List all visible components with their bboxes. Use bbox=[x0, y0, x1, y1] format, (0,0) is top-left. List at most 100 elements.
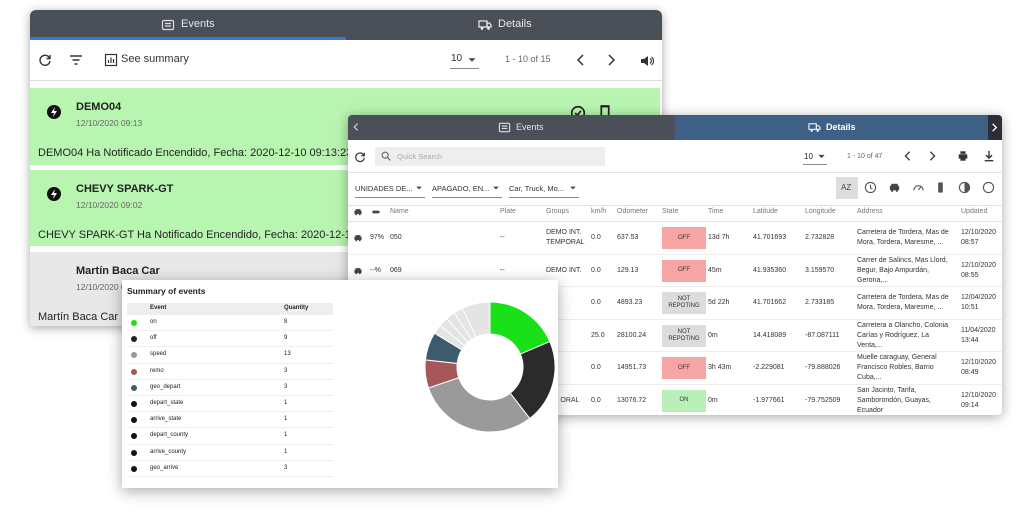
filter-dropdown[interactable]: Car, Truck, Mo... bbox=[509, 180, 579, 198]
ring-filter[interactable] bbox=[982, 181, 995, 194]
summary-icon-part bbox=[107, 57, 115, 63]
see-summary-button[interactable]: See summary bbox=[102, 51, 192, 69]
legend-dot bbox=[131, 401, 137, 407]
gauge-filter[interactable] bbox=[912, 181, 925, 194]
filter-dropdown[interactable]: UNIDADES DE... bbox=[355, 180, 425, 198]
table-row[interactable]: 97% 050 -- DEMO INT. TEMPORAL 0.0 637.53 OFF 13… bbox=[348, 222, 1002, 255]
event-title: Martín Baca Car bbox=[76, 265, 160, 277]
table-header bbox=[127, 303, 333, 315]
print-button[interactable] bbox=[957, 150, 969, 162]
page-size[interactable]: 10 bbox=[451, 53, 463, 64]
column-header: Event bbox=[150, 305, 167, 311]
tab[interactable]: Details bbox=[675, 115, 988, 140]
tab[interactable]: Events bbox=[30, 10, 346, 40]
detail-button[interactable] bbox=[597, 104, 613, 120]
table-cell: 12/04/2020 10:51 bbox=[961, 294, 997, 312]
dropdown-caret bbox=[493, 186, 499, 190]
next-page[interactable] bbox=[604, 53, 618, 67]
sort-button[interactable]: AZ bbox=[836, 177, 858, 199]
gauge-filter-part bbox=[913, 185, 924, 191]
next-page[interactable] bbox=[926, 150, 938, 162]
state-badge: ON bbox=[662, 389, 706, 412]
phone-filter[interactable] bbox=[934, 181, 947, 194]
vehicle-icon-part bbox=[355, 239, 358, 242]
scroll-right-part bbox=[992, 123, 998, 132]
tab-icon-part bbox=[486, 22, 492, 28]
donut-slice[interactable] bbox=[427, 377, 531, 433]
page-range: 1 - 10 of 15 bbox=[505, 54, 551, 64]
table-cell: -2.229081 bbox=[753, 364, 785, 371]
clock-filter-part bbox=[864, 181, 877, 194]
page-size[interactable]: 10 bbox=[804, 152, 813, 161]
table-cell: Carrer de Salincs, Mas Llord, Begur, Baj… bbox=[857, 256, 948, 284]
table-cell: 0m bbox=[708, 396, 718, 404]
state-label: ON bbox=[679, 397, 689, 403]
table-cell: 11/04/2020 13:44 bbox=[961, 326, 996, 344]
refresh-button-part bbox=[355, 152, 365, 163]
state-badge: OFF bbox=[662, 357, 706, 379]
detail-button-part bbox=[602, 107, 608, 116]
dropdown-caret bbox=[416, 186, 422, 190]
state-label: OFF bbox=[678, 364, 690, 371]
table-cell: 45m bbox=[708, 266, 722, 274]
table-cell: 3.159570 bbox=[805, 266, 835, 274]
refresh-button[interactable] bbox=[38, 53, 52, 67]
filter-dropdown[interactable]: APAGADO, EN... bbox=[432, 180, 502, 198]
vehicle-icon-part bbox=[354, 269, 362, 273]
print-button-part bbox=[960, 157, 966, 161]
prev-page-part bbox=[576, 54, 584, 66]
state-badge: OFF bbox=[662, 227, 706, 249]
legend-dot bbox=[131, 384, 137, 391]
summary-row: off 9 bbox=[127, 331, 333, 348]
table-cell: DEMO INT. TEMPORAL bbox=[546, 229, 585, 247]
filter-button[interactable] bbox=[69, 53, 83, 67]
event-quantity: 1 bbox=[284, 432, 288, 439]
search-icon-part bbox=[381, 151, 389, 159]
page-size-underline bbox=[450, 68, 479, 69]
truck-filter-filter[interactable] bbox=[888, 181, 901, 194]
event-name: depart_county bbox=[150, 432, 189, 439]
column-header: Name bbox=[390, 208, 409, 215]
donut-slice[interactable] bbox=[461, 301, 491, 338]
download-button[interactable] bbox=[983, 150, 995, 162]
tab-icon-part bbox=[501, 125, 508, 129]
half-filter[interactable] bbox=[958, 181, 971, 194]
table-cell: 050 bbox=[390, 234, 402, 241]
column-header: Quantity bbox=[284, 305, 309, 311]
filter-button-part bbox=[70, 55, 82, 65]
event-name: off bbox=[150, 335, 157, 342]
prev-page-part bbox=[904, 151, 911, 161]
button-label: See summary bbox=[121, 53, 189, 65]
clock-filter[interactable] bbox=[864, 181, 877, 194]
vehicle-icon-part bbox=[358, 239, 361, 242]
legend-dot bbox=[131, 449, 137, 456]
tab[interactable]: Events bbox=[348, 115, 675, 140]
prev-page[interactable] bbox=[574, 53, 588, 67]
refresh-button[interactable] bbox=[354, 151, 366, 163]
prev-page[interactable] bbox=[902, 150, 914, 162]
search-box[interactable]: Quick Search bbox=[375, 147, 605, 166]
legend-dot bbox=[131, 320, 137, 326]
vehicle-column-icon-part bbox=[355, 213, 358, 216]
event-icon bbox=[47, 187, 61, 201]
battery-column-icon-part bbox=[372, 210, 379, 214]
event-icon bbox=[47, 105, 61, 119]
table-cell: Muelle caraguay, General Francisco Roble… bbox=[857, 354, 937, 382]
table-row[interactable]: INT. ORAL 0.0 13076.72 ON 0m -1.977661 -79.752… bbox=[348, 385, 1002, 416]
table-cell: 41.701662 bbox=[753, 299, 787, 306]
sound-toggle[interactable] bbox=[640, 54, 654, 68]
table-cell: 0.0 bbox=[591, 364, 601, 371]
page-size-caret-part bbox=[468, 58, 476, 62]
tab[interactable]: Details bbox=[346, 10, 662, 40]
event-quantity: 9 bbox=[284, 335, 288, 342]
table-cell: 13076.72 bbox=[617, 396, 647, 404]
dropdown-caret-part bbox=[416, 186, 422, 190]
sound-toggle-part bbox=[641, 56, 648, 66]
page-size-caret bbox=[818, 154, 825, 159]
scroll-right[interactable] bbox=[988, 121, 1001, 134]
scroll-left[interactable] bbox=[350, 121, 362, 133]
table-row[interactable]: --% 069 -- DEMO INT. 0.0 129.13 OFF 45m 41.93536… bbox=[348, 255, 1002, 287]
